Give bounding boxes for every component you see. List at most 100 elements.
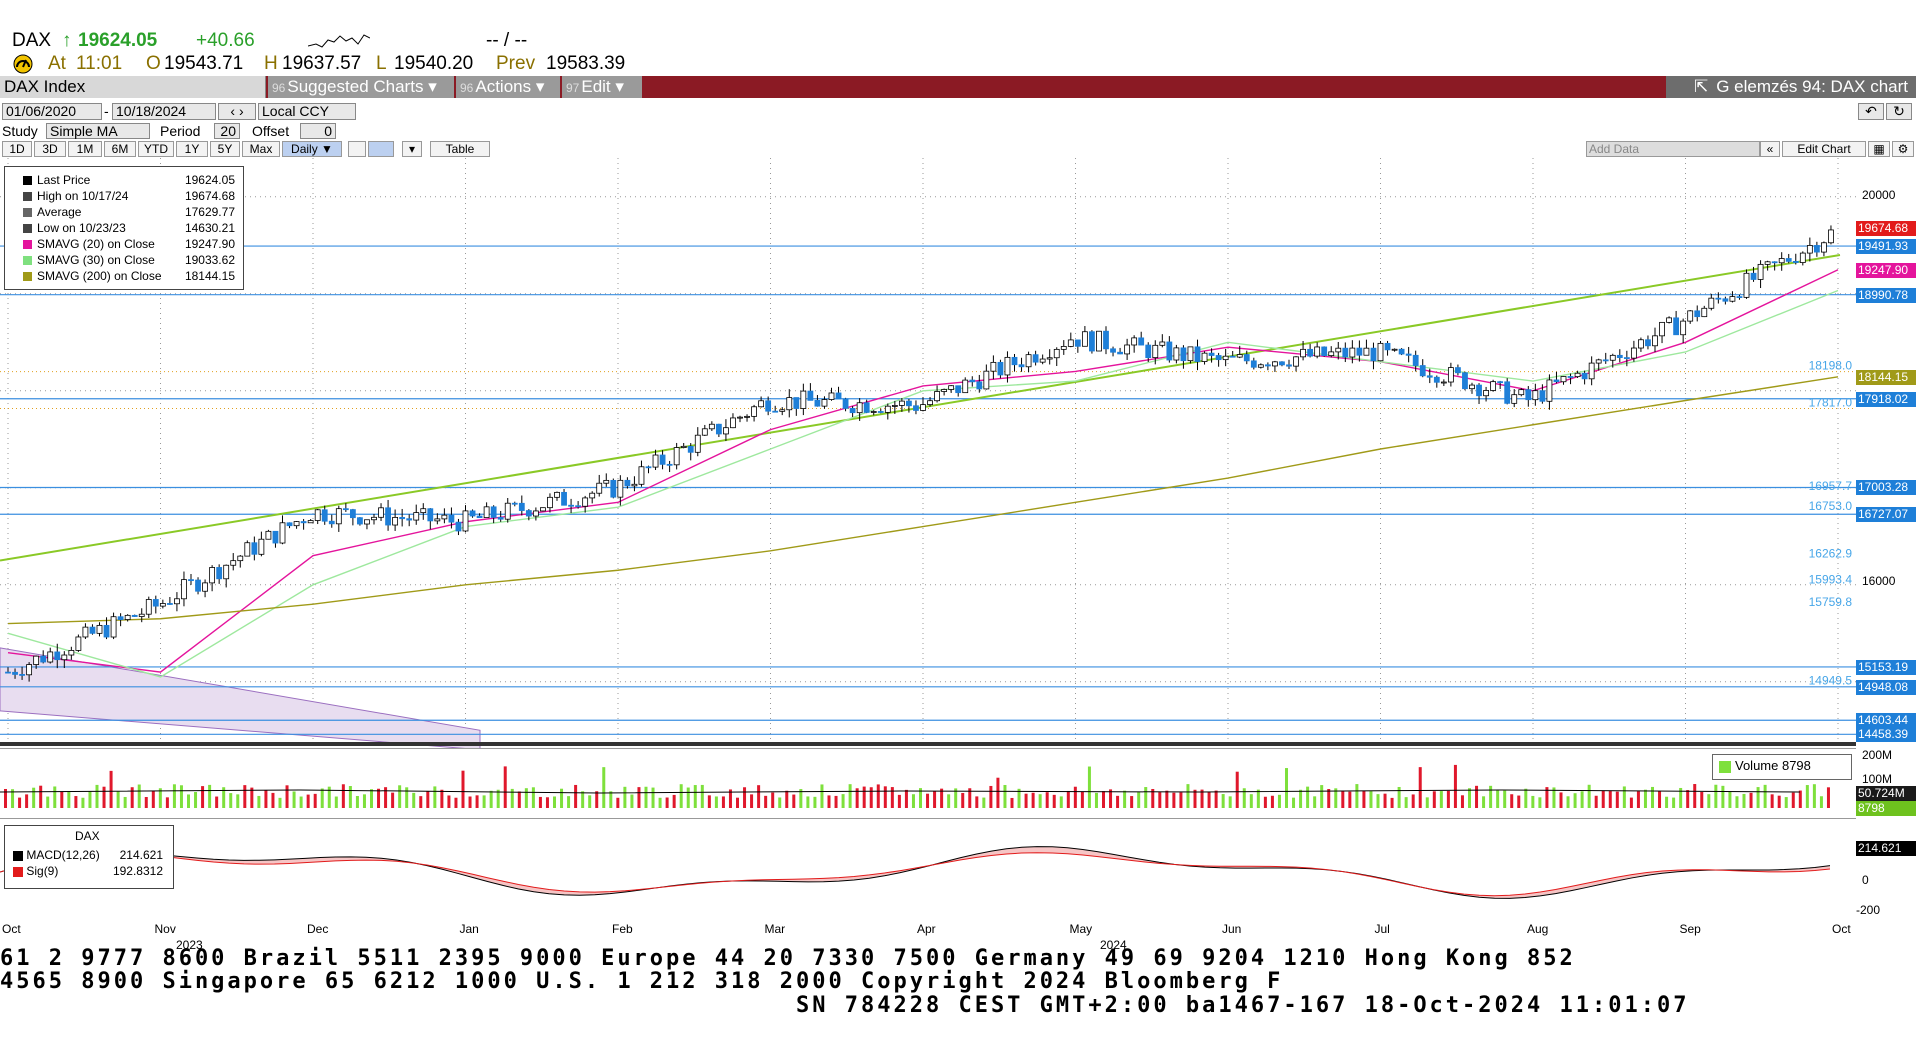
candle-body (216, 567, 223, 580)
candle-body (1743, 272, 1750, 298)
candle-body (765, 400, 772, 412)
gear-icon[interactable]: ⚙ (1892, 141, 1914, 157)
candle-body (1110, 348, 1116, 353)
chart-style-button[interactable] (368, 141, 394, 157)
volume-bar (1482, 796, 1486, 808)
candle-body (89, 626, 96, 634)
volume-bar (743, 787, 747, 808)
level-text: 16753.0 (1809, 499, 1853, 513)
period-input[interactable]: 20 (214, 123, 240, 139)
candle-body (1757, 263, 1764, 280)
chart-options-dropdown[interactable]: ▾ (402, 141, 422, 157)
legend-item[interactable]: Low on 10/23/23 14630.21 (9, 221, 239, 236)
security-field[interactable]: DAX Index (0, 76, 266, 98)
volume-bar (911, 794, 915, 808)
candle-body (891, 405, 898, 407)
volume-bar (194, 792, 198, 808)
volume-bar (1531, 795, 1535, 808)
volume-bar (1038, 794, 1042, 808)
range-1d[interactable]: 1D (2, 141, 32, 157)
candle-body (265, 530, 272, 540)
volume-bar (954, 788, 958, 808)
frequency-select[interactable]: Daily ▼ (282, 141, 342, 157)
legend-swatch (23, 208, 32, 217)
legend-value: 19033.62 (184, 253, 235, 267)
volume-bar (475, 795, 479, 808)
range-3d[interactable]: 3D (34, 141, 66, 157)
candle-body (1236, 354, 1243, 358)
actions-menu[interactable]: 96 Actions ▾ (456, 76, 560, 98)
candle-body (1511, 394, 1518, 404)
volume-bar (1721, 785, 1725, 808)
chart-settings-icon[interactable]: ▦ (1868, 141, 1890, 157)
candle-body (1152, 344, 1159, 359)
volume-bar (820, 784, 824, 808)
range-6m[interactable]: 6M (104, 141, 136, 157)
volume-bar (524, 788, 528, 808)
volume-bar (1327, 789, 1331, 808)
end-date-input[interactable]: 10/18/2024 (112, 103, 216, 120)
volume-bar (581, 791, 585, 808)
gauge-icon[interactable] (12, 54, 34, 80)
add-data-input[interactable]: Add Data (1586, 141, 1760, 157)
candle-body (1412, 354, 1419, 366)
candle-body (1067, 339, 1074, 347)
legend-item[interactable]: SMAVG (200) on Close 18144.15 (9, 269, 239, 284)
volume-bar (1503, 790, 1507, 808)
edit-chart-button[interactable]: Edit Chart (1782, 141, 1866, 157)
legend-item[interactable]: SMAVG (20) on Close 19247.90 (9, 237, 239, 252)
chart-type-button[interactable] (348, 141, 366, 157)
external-window-icon[interactable]: ⇱ (1693, 77, 1709, 96)
candle-body (638, 466, 645, 485)
candle-body (730, 417, 736, 429)
level-text: 16957.7 (1809, 479, 1853, 493)
candle-body (1032, 354, 1039, 363)
candle-body (1384, 342, 1391, 351)
time: 11:01 (76, 53, 123, 74)
range-5y[interactable]: 5Y (210, 141, 240, 157)
currency-select[interactable]: Local CCY (258, 103, 356, 120)
range-ytd[interactable]: YTD (138, 141, 174, 157)
legend-item[interactable]: High on 10/17/24 19674.68 (9, 189, 239, 204)
volume-bar (616, 797, 620, 808)
start-date-input[interactable]: 01/06/2020 (2, 103, 102, 120)
volume-bar (623, 786, 627, 808)
volume-bar (651, 787, 655, 808)
candle-body (694, 434, 701, 453)
range-max[interactable]: Max (242, 141, 280, 157)
offset-input[interactable]: 0 (300, 123, 336, 139)
date-nav-arrows[interactable]: ‹ › (218, 103, 256, 120)
candle-body (1293, 356, 1299, 367)
volume-bar (39, 785, 43, 808)
collapse-icon[interactable]: « (1760, 141, 1780, 157)
range-1m[interactable]: 1M (68, 141, 102, 157)
volume-bar (862, 786, 866, 808)
candle-body (1518, 389, 1525, 396)
candle-body (181, 579, 187, 600)
legend-item[interactable]: Last Price 19624.05 (9, 173, 239, 188)
price-chart[interactable]: 18198.0 17817.0 16957.7 16753.0 16262.9 15993… (0, 158, 1916, 748)
refresh-icon[interactable]: ↻ (1886, 103, 1912, 120)
candle-body (420, 508, 427, 513)
study-select[interactable]: Simple MA (46, 123, 150, 139)
candle-body (1215, 355, 1222, 361)
volume-bar (4, 788, 7, 808)
volume-bar (1320, 785, 1324, 808)
range-1y[interactable]: 1Y (176, 141, 208, 157)
candle-body (258, 538, 265, 555)
legend-item[interactable]: Average 17629.77 (9, 205, 239, 220)
edit-menu[interactable]: 97 Edit ▾ (562, 76, 642, 98)
candle-body (631, 483, 638, 487)
legend-item[interactable]: SMAVG (30) on Close 19033.62 (9, 253, 239, 268)
x-tick-label: Jan (459, 922, 479, 936)
candle-body (652, 454, 659, 468)
volume-bar (11, 789, 15, 808)
undo-icon[interactable]: ↶ (1858, 103, 1884, 120)
volume-legend: Volume 8798 (1712, 754, 1852, 780)
table-button[interactable]: Table (430, 141, 490, 157)
volume-bar (510, 788, 514, 808)
volume-bar (1397, 786, 1401, 808)
suggested-charts-menu[interactable]: 96 Suggested Charts ▾ (268, 76, 454, 98)
candle-body (786, 397, 793, 411)
candle-body (1131, 337, 1138, 346)
